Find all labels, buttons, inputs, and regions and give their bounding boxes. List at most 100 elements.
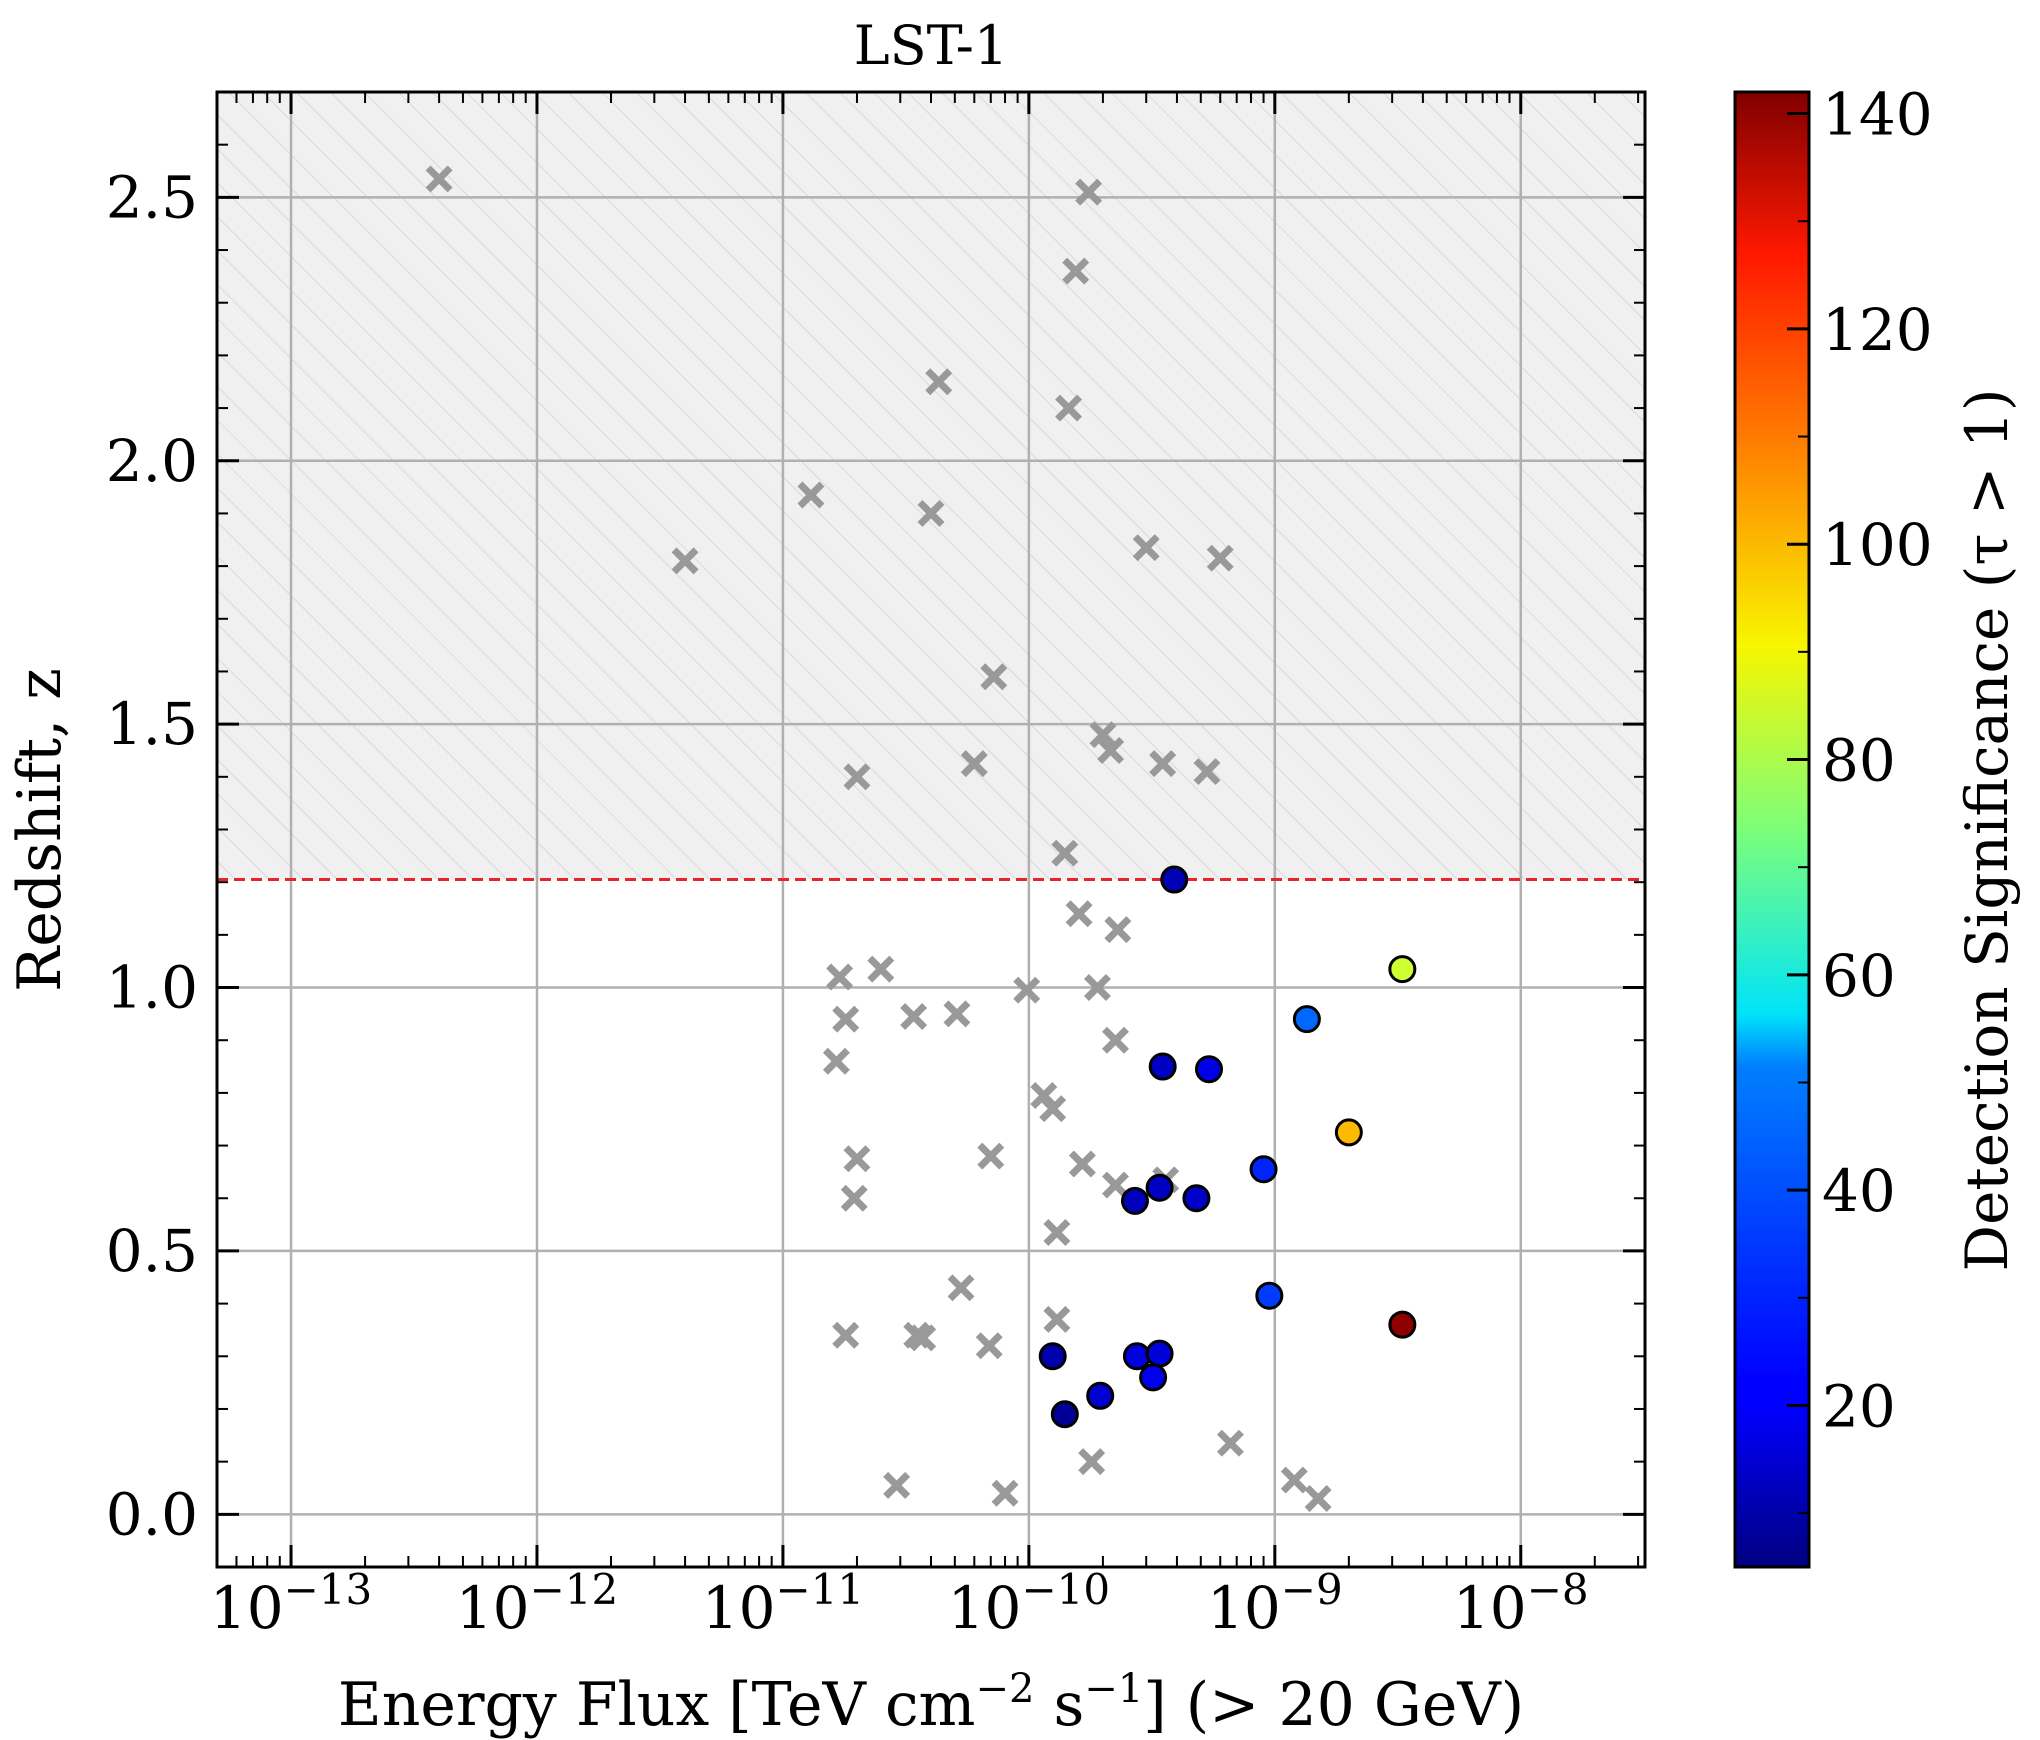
- cross-stroke: [883, 1471, 911, 1499]
- cross-stroke: [1104, 916, 1132, 944]
- cross-marker: [991, 1479, 1019, 1507]
- cross-marker: [425, 165, 453, 193]
- cross-marker: [1062, 257, 1090, 285]
- cross-marker: [832, 1321, 860, 1349]
- cross-stroke: [1097, 737, 1125, 764]
- cross-stroke: [797, 481, 825, 509]
- cross-stroke: [925, 368, 953, 396]
- detection-marker: [1249, 1155, 1278, 1184]
- colorbar-tick-label: 40: [1822, 1157, 1896, 1225]
- cross-marker: [900, 1003, 928, 1030]
- plot-background: [217, 92, 1645, 880]
- cross-stroke: [832, 1321, 860, 1349]
- cross-stroke: [1304, 1485, 1332, 1512]
- cross-marker: [917, 499, 945, 527]
- colorbar-label: Detection Significance (τ > 1): [1953, 389, 2021, 1272]
- cross-marker: [1078, 1448, 1106, 1476]
- detection-marker: [1160, 865, 1189, 894]
- colorbar: 20 40 60 80 100 120 140 Detection Significance…: [1733, 81, 2021, 1569]
- cross-stroke: [1206, 544, 1234, 572]
- x-tick-labels: 10−13 10−12 10−11 10−10 10−9 10−8: [210, 1565, 1589, 1643]
- cross-stroke: [980, 663, 1008, 691]
- x-tick-label: 10−10: [948, 1565, 1110, 1643]
- cross-marker: [1039, 1095, 1067, 1123]
- cross-marker: [1055, 394, 1083, 422]
- cross-stroke: [943, 1000, 971, 1028]
- detection-marker: [1145, 1173, 1174, 1202]
- cross-stroke: [1055, 394, 1083, 422]
- colorbar-tick-label: 100: [1822, 511, 1933, 579]
- colorbar-tick-label: 20: [1822, 1373, 1896, 1441]
- excluded-region-hatch: [217, 92, 1645, 880]
- y-tick-labels: 0.0 0.5 1.0 1.5 2.0 2.5: [106, 163, 198, 1548]
- detection-marker: [1139, 1363, 1168, 1392]
- cross-marker: [947, 1274, 975, 1302]
- cross-marker: [822, 1047, 850, 1075]
- cross-stroke: [1051, 839, 1079, 867]
- colorbar-tick-label: 80: [1822, 727, 1896, 795]
- y-tick-label: 0.0: [106, 1480, 198, 1548]
- x-tick-label: 10−13: [210, 1565, 372, 1643]
- cross-marker: [1216, 1429, 1244, 1457]
- cross-stroke: [1102, 1171, 1129, 1199]
- x-label-part-3: ] (> 20 GeV): [1143, 1670, 1524, 1740]
- grid-lines: [217, 92, 1645, 1567]
- detection-marker: [1086, 1381, 1115, 1410]
- cross-stroke: [1062, 257, 1090, 285]
- y-tick-label: 1.5: [106, 690, 198, 758]
- y-tick-label: 0.5: [106, 1217, 198, 1285]
- cross-stroke: [1013, 976, 1041, 1004]
- cross-marker: [1097, 737, 1125, 764]
- cross-marker: [1149, 750, 1177, 778]
- cross-marker: [960, 750, 988, 778]
- cross-marker: [1013, 976, 1041, 1004]
- cross-marker: [1304, 1485, 1332, 1512]
- cross-stroke: [1083, 974, 1111, 1002]
- cross-stroke: [1132, 534, 1160, 562]
- cross-marker: [1043, 1219, 1071, 1246]
- cross-stroke: [822, 1047, 850, 1075]
- cross-stroke: [1043, 1219, 1071, 1246]
- cross-stroke: [1280, 1466, 1308, 1494]
- cross-stroke: [1030, 1082, 1058, 1110]
- cross-marker: [1102, 1026, 1129, 1054]
- cross-marker: [1193, 758, 1221, 786]
- cross-stroke: [1039, 1095, 1067, 1123]
- cross-marker: [1075, 178, 1103, 206]
- cross-marker: [840, 1184, 868, 1212]
- cross-marker: [1068, 1150, 1096, 1178]
- cross-stroke: [671, 547, 699, 575]
- cross-marker: [671, 547, 699, 575]
- cross-marker: [1065, 900, 1093, 928]
- cross-stroke: [1216, 1429, 1244, 1457]
- cross-marker: [925, 368, 953, 396]
- cross-stroke: [840, 1184, 868, 1212]
- plot-frame: [215, 90, 1647, 1569]
- cross-marker: [1104, 916, 1132, 944]
- cross-stroke: [843, 1145, 871, 1173]
- x-label-part-2: s: [1034, 1670, 1084, 1740]
- cross-stroke: [917, 499, 945, 527]
- cross-stroke: [1068, 1150, 1096, 1178]
- cross-marker: [797, 481, 825, 509]
- cross-stroke: [832, 1005, 860, 1033]
- cross-stroke: [1102, 1026, 1129, 1054]
- cross-stroke: [1149, 750, 1177, 778]
- cross-stroke: [1075, 178, 1103, 206]
- cross-stroke: [947, 1274, 975, 1302]
- cross-stroke: [826, 963, 854, 991]
- cross-stroke: [977, 1142, 1005, 1170]
- cross-marker: [943, 1000, 971, 1028]
- colorbar-tick-label: 120: [1822, 296, 1933, 364]
- cross-stroke: [867, 955, 895, 983]
- detection-marker: [1182, 1184, 1211, 1213]
- cross-stroke: [1193, 758, 1221, 786]
- detection-marker: [1388, 955, 1417, 984]
- cross-stroke: [991, 1479, 1019, 1507]
- chart-title: LST-1: [854, 14, 1009, 77]
- detection-marker: [1292, 1005, 1321, 1034]
- cross-marker: [826, 963, 854, 991]
- cross-marker: [1206, 544, 1234, 572]
- cross-stroke: [909, 1324, 937, 1352]
